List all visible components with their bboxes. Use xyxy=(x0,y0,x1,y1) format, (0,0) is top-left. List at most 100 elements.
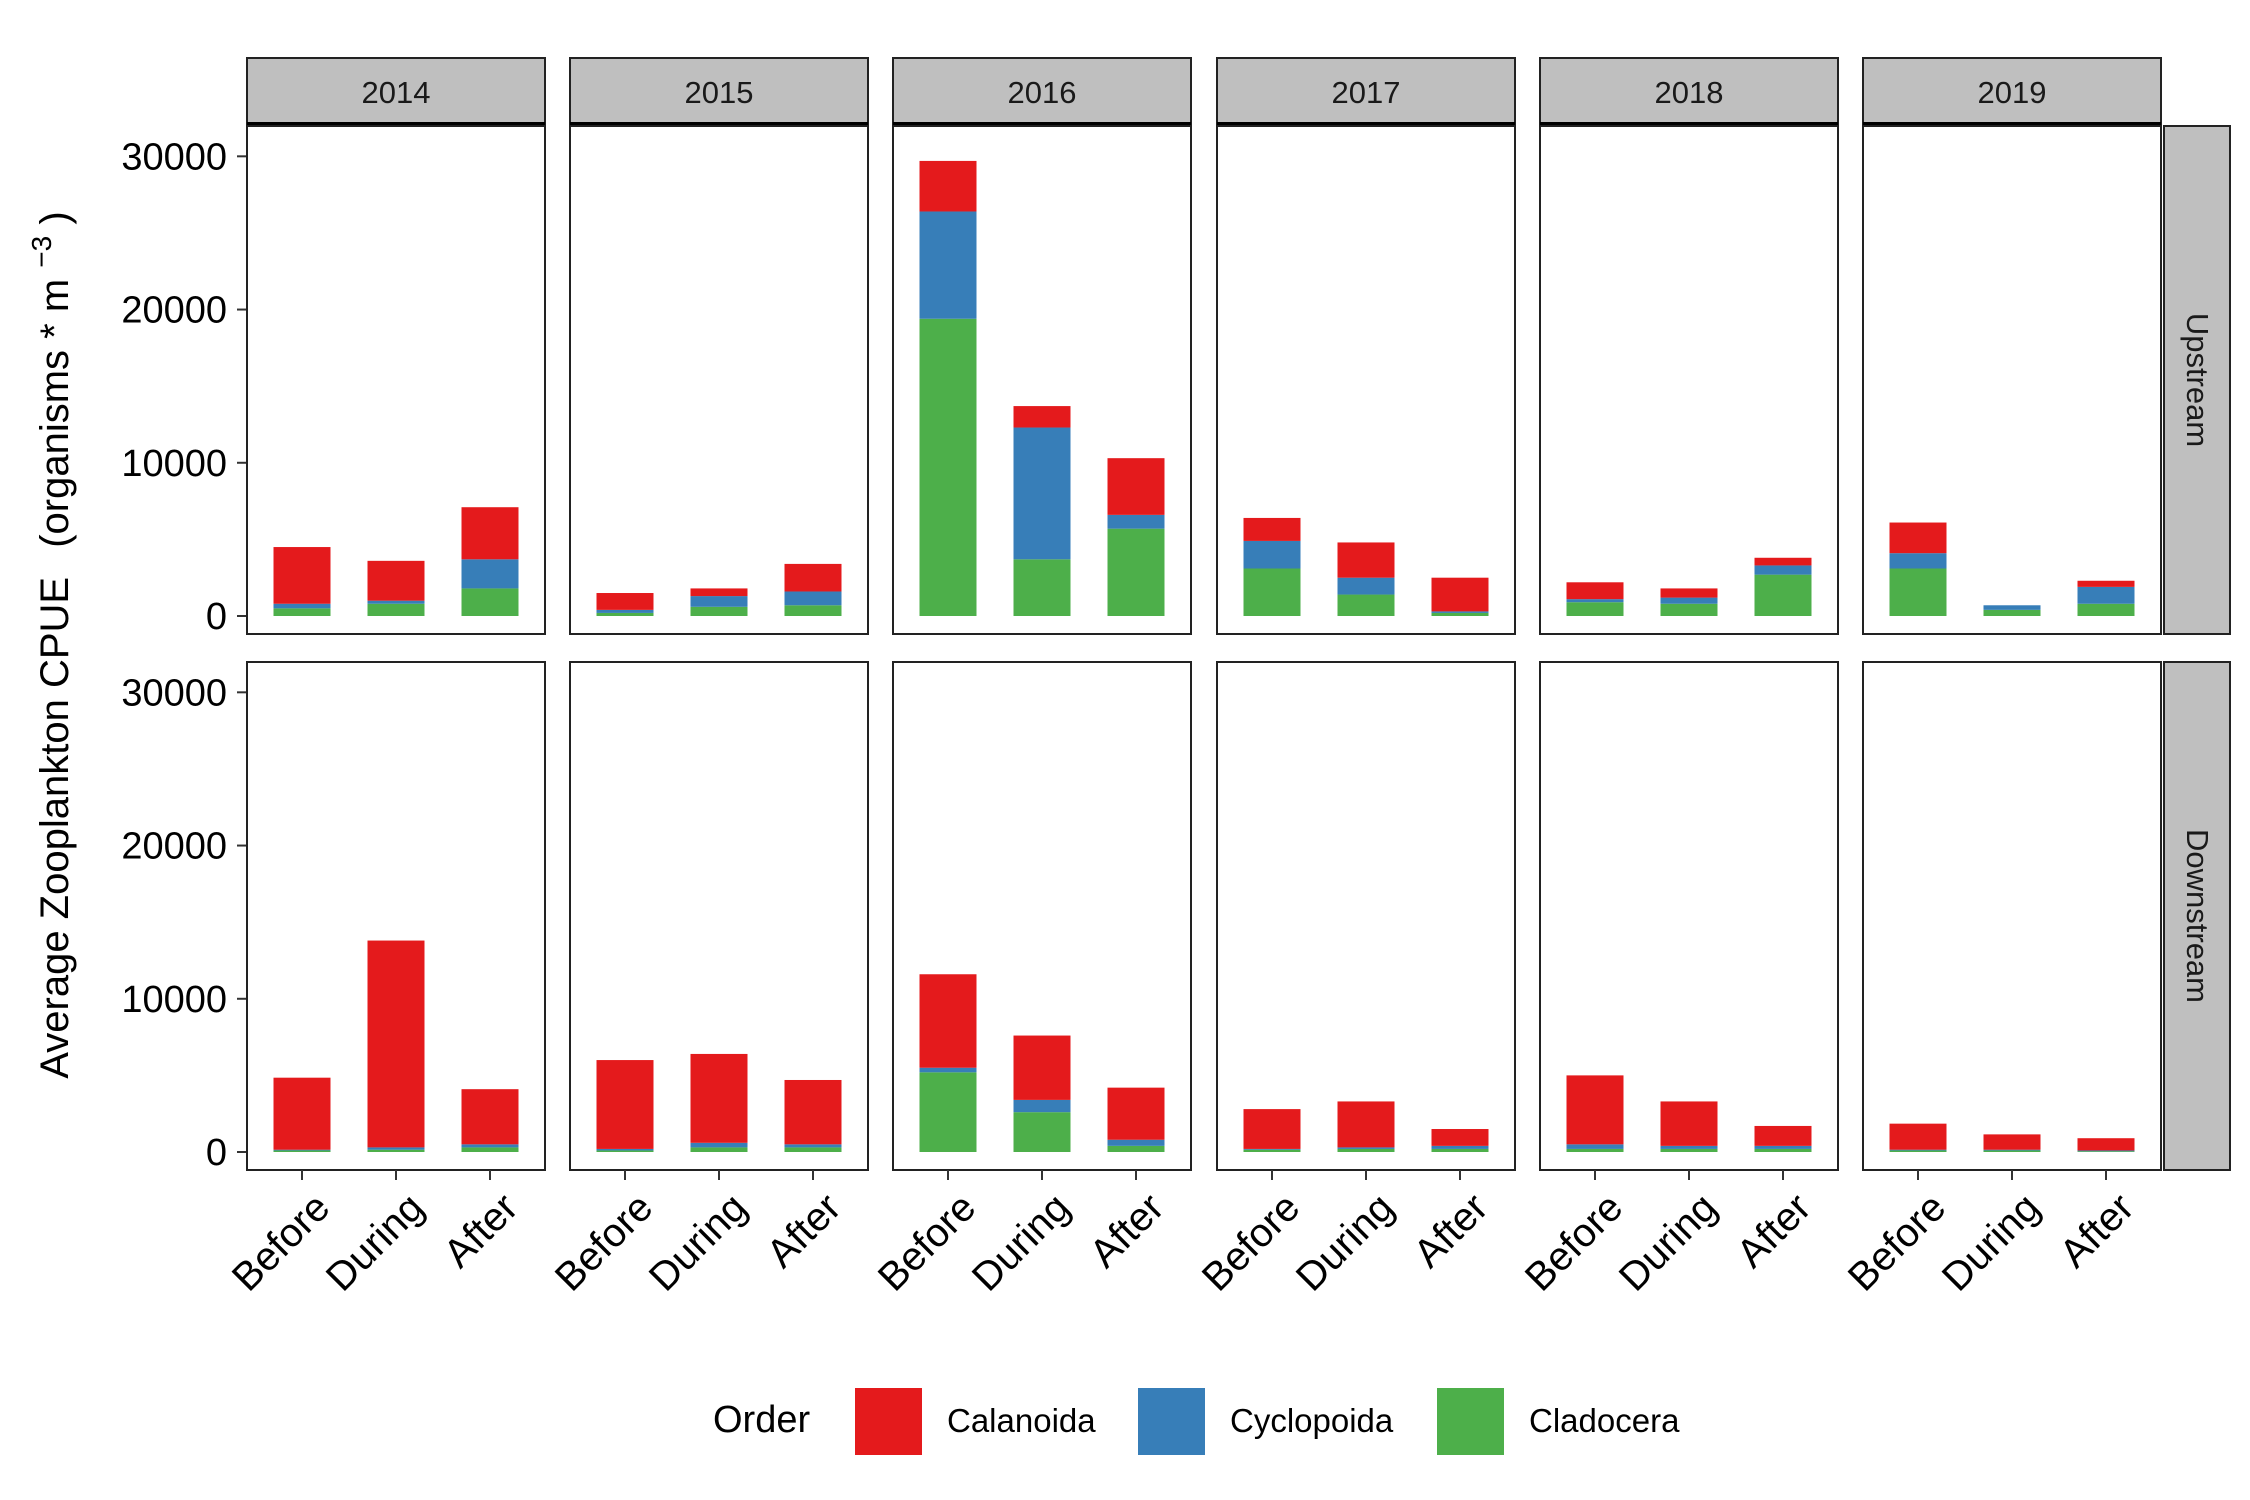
legend: Order Calanoida Cyclopoida Cladocera xyxy=(713,1388,1680,1455)
x-tick-label-during: During xyxy=(641,1185,755,1299)
legend-swatch-cladocera xyxy=(1437,1388,1504,1455)
strip-location-label: Downstream xyxy=(2180,829,2215,1003)
y-tick-label: 30000 xyxy=(121,136,227,178)
bar-2016-downstream-before-calanoida xyxy=(919,974,977,1068)
bar-2014-downstream-during-cyclopoida xyxy=(367,1147,425,1150)
bar-2017-upstream-before-cyclopoida xyxy=(1243,540,1301,569)
strip-year-2016 xyxy=(892,57,1192,125)
x-tick-label-before: Before xyxy=(1517,1185,1631,1299)
y-tick-label: 0 xyxy=(206,1132,227,1174)
bar-2017-upstream-after-cyclopoida xyxy=(1431,611,1489,613)
x-tick-label-during: During xyxy=(318,1185,432,1299)
bar-2019-upstream-before-cladocera xyxy=(1889,568,1947,616)
bar-2015-downstream-during-cladocera xyxy=(690,1147,748,1152)
x-tick-label-after: After xyxy=(2052,1185,2143,1276)
panel-frame xyxy=(1539,125,1839,635)
panel-2019-downstream xyxy=(1862,661,2162,1171)
panel-2015-upstream xyxy=(569,125,869,635)
bar-2017-downstream-before-calanoida xyxy=(1243,1109,1301,1149)
x-tick-label-before: Before xyxy=(870,1185,984,1299)
bar-2016-upstream-during-calanoida xyxy=(1013,406,1071,428)
legend-title: Order xyxy=(713,1399,810,1441)
bar-2018-upstream-during-cyclopoida xyxy=(1660,597,1718,604)
strip-year-2015 xyxy=(569,57,869,125)
y-axis-title: Average Zooplankton CPUE (organisms * m … xyxy=(16,211,77,1078)
panel-2017-downstream xyxy=(1216,661,1516,1171)
bar-2015-upstream-during-cladocera xyxy=(690,606,748,616)
bar-2016-upstream-before-cyclopoida xyxy=(919,211,977,319)
x-tick-label-before: Before xyxy=(1194,1185,1308,1299)
panel-frame xyxy=(569,125,869,635)
x-tick-label-after: After xyxy=(436,1185,527,1276)
panel-2017-upstream xyxy=(1216,125,1516,635)
svg-text:Average Zooplankton CPUE: Average Zooplankton CPUE (organisms * m … xyxy=(16,211,77,1078)
bar-2019-upstream-before-calanoida xyxy=(1889,522,1947,554)
y-axis-units-prefix: (organisms * m xyxy=(33,279,77,548)
bar-2018-downstream-before-calanoida xyxy=(1566,1075,1624,1145)
x-tick-label-before: Before xyxy=(547,1185,661,1299)
bar-2015-downstream-before-cyclopoida xyxy=(596,1148,654,1151)
panel-frame xyxy=(1216,661,1516,1171)
legend-swatch-calanoida xyxy=(855,1388,922,1455)
bar-2019-upstream-before-cyclopoida xyxy=(1889,553,1947,569)
strip-year-2019 xyxy=(1862,57,2162,125)
bar-2014-upstream-during-cladocera xyxy=(367,603,425,616)
bar-2015-upstream-before-calanoida xyxy=(596,593,654,610)
bar-2019-upstream-after-cyclopoida xyxy=(2077,586,2135,604)
panel-2016-downstream xyxy=(892,661,1192,1171)
bar-2018-downstream-during-calanoida xyxy=(1660,1101,1718,1146)
bar-2018-upstream-during-calanoida xyxy=(1660,588,1718,598)
bar-2014-upstream-before-cladocera xyxy=(273,608,331,616)
panel-2018-upstream xyxy=(1539,125,1839,635)
bar-2018-downstream-before-cyclopoida xyxy=(1566,1144,1624,1149)
bar-2017-downstream-during-cyclopoida xyxy=(1337,1147,1395,1149)
bar-2014-downstream-after-cladocera xyxy=(461,1147,519,1152)
bar-2016-downstream-after-calanoida xyxy=(1107,1087,1165,1140)
strip-year-label: 2017 xyxy=(1332,75,1401,110)
bar-2015-upstream-after-cladocera xyxy=(784,605,842,616)
strip-year-label: 2016 xyxy=(1008,75,1077,110)
x-tick-label-during: During xyxy=(1288,1185,1402,1299)
bar-2015-downstream-before-calanoida xyxy=(596,1060,654,1149)
bar-2015-upstream-before-cyclopoida xyxy=(596,609,654,613)
bar-2017-upstream-before-calanoida xyxy=(1243,517,1301,541)
bar-2015-upstream-before-cladocera xyxy=(596,612,654,616)
bar-2016-downstream-before-cyclopoida xyxy=(919,1067,977,1073)
panel-frame xyxy=(1862,661,2162,1171)
bar-2019-downstream-before-cladocera xyxy=(1889,1150,1947,1152)
x-tick-label-during: During xyxy=(964,1185,1078,1299)
y-tick-label: 10000 xyxy=(121,979,227,1021)
bar-2017-downstream-after-cladocera xyxy=(1431,1148,1489,1152)
panel-2014-downstream xyxy=(246,661,546,1171)
bar-2017-downstream-after-calanoida xyxy=(1431,1129,1489,1146)
bar-2015-downstream-during-calanoida xyxy=(690,1053,748,1143)
bar-2016-downstream-during-calanoida xyxy=(1013,1035,1071,1100)
y-tick-label: 20000 xyxy=(121,290,227,332)
x-tick-label-after: After xyxy=(1082,1185,1173,1276)
bar-2018-upstream-after-cladocera xyxy=(1754,574,1812,616)
y-axis-label: Average Zooplankton CPUE xyxy=(33,577,77,1079)
bar-2014-upstream-after-calanoida xyxy=(461,507,519,560)
bar-2018-upstream-after-calanoida xyxy=(1754,557,1812,566)
strip-year-2014 xyxy=(246,57,546,125)
bar-2018-upstream-during-cladocera xyxy=(1660,603,1718,616)
legend-swatch-cyclopoida xyxy=(1138,1388,1205,1455)
bar-2017-upstream-during-cyclopoida xyxy=(1337,577,1395,595)
bar-2015-downstream-after-cyclopoida xyxy=(784,1144,842,1148)
bar-2017-downstream-before-cyclopoida xyxy=(1243,1148,1301,1150)
bar-2015-downstream-after-cladocera xyxy=(784,1147,842,1152)
bar-2014-upstream-after-cladocera xyxy=(461,588,519,616)
bar-2015-upstream-after-calanoida xyxy=(784,563,842,592)
bar-2018-downstream-after-cyclopoida xyxy=(1754,1145,1812,1149)
panel-2019-upstream xyxy=(1862,125,2162,635)
strip-year-label: 2018 xyxy=(1655,75,1724,110)
bar-2019-upstream-during-cyclopoida xyxy=(1983,605,2041,610)
bar-2018-upstream-before-calanoida xyxy=(1566,582,1624,600)
bar-2016-upstream-before-cladocera xyxy=(919,318,977,616)
bar-2018-downstream-during-cyclopoida xyxy=(1660,1145,1718,1149)
bar-2016-upstream-during-cyclopoida xyxy=(1013,427,1071,560)
x-tick-label-before: Before xyxy=(1840,1185,1954,1299)
y-tick-label: 0 xyxy=(206,596,227,638)
bar-2017-downstream-during-cladocera xyxy=(1337,1148,1395,1152)
